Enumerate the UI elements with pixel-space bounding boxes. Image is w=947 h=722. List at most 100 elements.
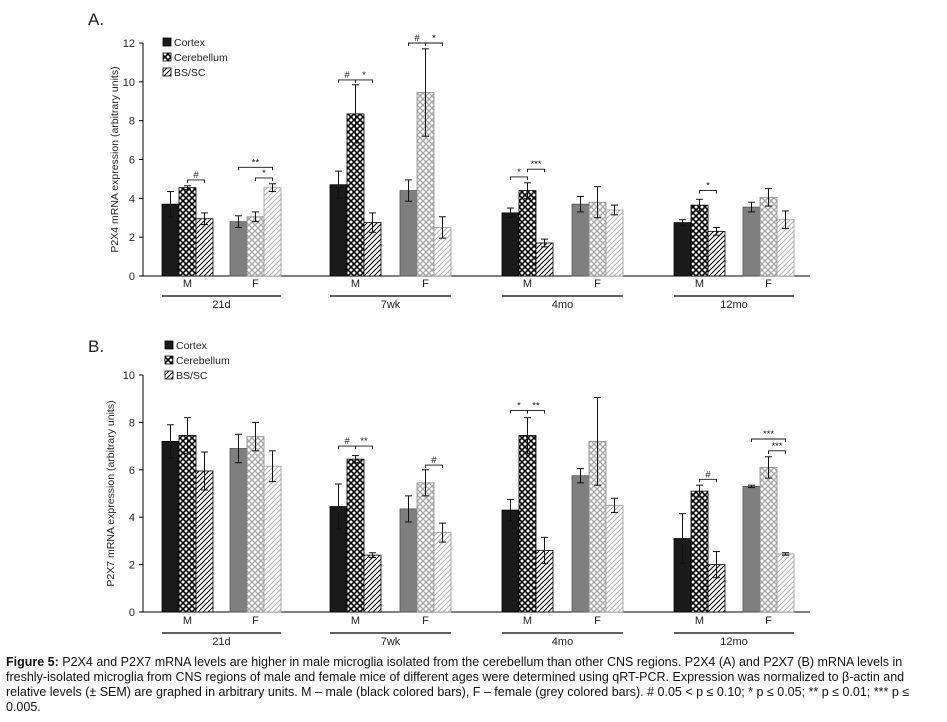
bar (229, 221, 248, 277)
bar (776, 553, 795, 613)
bar (433, 532, 452, 613)
bar (161, 440, 180, 613)
bar (707, 230, 726, 277)
sex-label: F (594, 278, 601, 290)
significance-label: # (431, 455, 437, 466)
y-tick-label: 0 (129, 271, 135, 283)
bar (246, 216, 265, 277)
significance-label: *** (530, 159, 541, 170)
legend-entry: Cerebellum (174, 52, 228, 64)
sex-label: M (351, 615, 360, 627)
bar (178, 187, 197, 277)
group-label: 4mo (552, 636, 573, 648)
y-axis-label: P2X4 mRNA expression (arbitrary units) (109, 66, 121, 252)
significance-label: # (344, 436, 350, 447)
bar (178, 435, 197, 613)
significance-bracket (187, 179, 205, 183)
significance-label: *** (763, 429, 774, 440)
legend-swatch (164, 355, 174, 365)
significance-bracket (699, 190, 717, 194)
bar (759, 196, 778, 277)
bar (690, 490, 709, 613)
sex-label: M (183, 278, 192, 290)
significance-label: * (262, 168, 266, 179)
sex-label: F (765, 615, 772, 627)
bar (742, 485, 761, 613)
significance-label: * (517, 167, 521, 178)
significance-bracket (751, 438, 786, 442)
sex-label: M (351, 278, 360, 290)
bar (399, 508, 418, 613)
significance-label: ** (252, 157, 260, 168)
bar (363, 554, 382, 613)
sex-label: F (422, 278, 429, 290)
panel-label: B. (88, 337, 104, 356)
sex-label: F (594, 615, 601, 627)
sex-label: M (523, 615, 532, 627)
y-tick-label: 8 (129, 417, 135, 429)
significance-label: # (344, 70, 350, 81)
bar (195, 218, 214, 277)
legend-entry: Cortex (176, 340, 208, 352)
bar (501, 509, 520, 613)
legend-swatch (164, 340, 174, 350)
y-tick-label: 2 (129, 560, 135, 572)
legend-entry: BS/SC (176, 370, 208, 382)
group-label: 4mo (552, 299, 573, 311)
sex-label: F (422, 615, 429, 627)
significance-bracket (527, 168, 545, 173)
significance-label: # (193, 170, 199, 181)
y-tick-label: 12 (123, 38, 135, 50)
sex-label: F (252, 278, 259, 290)
significance-label: * (362, 70, 366, 81)
significance-bracket (255, 177, 273, 181)
bar (605, 209, 624, 277)
significance-bracket (768, 450, 786, 454)
legend-entry: Cerebellum (176, 355, 230, 367)
sex-label: M (695, 278, 704, 290)
y-tick-label: 4 (129, 193, 135, 205)
bar (518, 190, 537, 277)
sex-label: M (523, 278, 532, 290)
bar (518, 435, 537, 613)
bar (673, 222, 692, 277)
figure-caption: Figure 5: P2X4 and P2X7 mRNA levels are … (6, 655, 938, 715)
group-label: 7wk (381, 636, 401, 648)
bar (571, 475, 590, 613)
significance-label: # (414, 33, 420, 44)
group-label: 7wk (381, 299, 401, 311)
significance-label: *** (771, 441, 782, 452)
significance-label: # (705, 469, 711, 480)
bar (742, 206, 761, 277)
bar (571, 203, 590, 277)
caption-text: P2X4 and P2X7 mRNA levels are higher in … (6, 655, 910, 714)
y-tick-label: 2 (129, 232, 135, 244)
significance-label: ** (360, 436, 368, 447)
significance-label: * (432, 33, 436, 44)
y-axis-label: P2X7 mRNA expression (arbitrary units) (105, 400, 117, 586)
y-tick-label: 8 (129, 116, 135, 128)
group-label: 12mo (720, 636, 748, 648)
significance-label: ** (532, 401, 540, 412)
legend-swatch (162, 37, 172, 47)
y-tick-label: 6 (129, 155, 135, 167)
sex-label: F (252, 615, 259, 627)
bar (263, 187, 282, 277)
legend-entry: BS/SC (174, 67, 206, 79)
bar (416, 482, 435, 613)
bar (759, 467, 778, 613)
significance-bracket (355, 79, 373, 83)
significance-bracket (527, 410, 545, 414)
chart-panel-b: B. 0 2 4 6 8 10 P2X7 mRNA expression (arbitrary… (88, 337, 810, 648)
significance-bracket (425, 464, 443, 469)
group-label: 21d (212, 636, 230, 648)
bar (246, 436, 265, 613)
bar (195, 470, 214, 613)
bar (605, 504, 624, 613)
legend-swatch (162, 52, 172, 62)
legend-swatch (162, 67, 172, 77)
caption-label: Figure 5: (6, 655, 59, 669)
significance-bracket (355, 445, 373, 450)
significance-label: * (706, 181, 710, 192)
sex-label: M (183, 615, 192, 627)
